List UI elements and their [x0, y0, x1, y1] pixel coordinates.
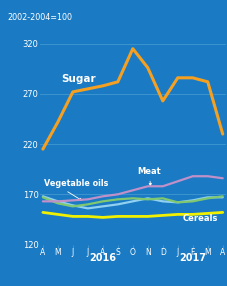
Text: 2016: 2016 — [89, 253, 116, 263]
Text: Sugar: Sugar — [61, 74, 95, 84]
Text: 2002-2004=100: 2002-2004=100 — [7, 13, 72, 22]
Text: Cereals: Cereals — [181, 214, 217, 223]
Text: Vegetable oils: Vegetable oils — [44, 179, 108, 188]
Text: 2017: 2017 — [178, 253, 205, 263]
Text: Meat: Meat — [137, 167, 160, 186]
